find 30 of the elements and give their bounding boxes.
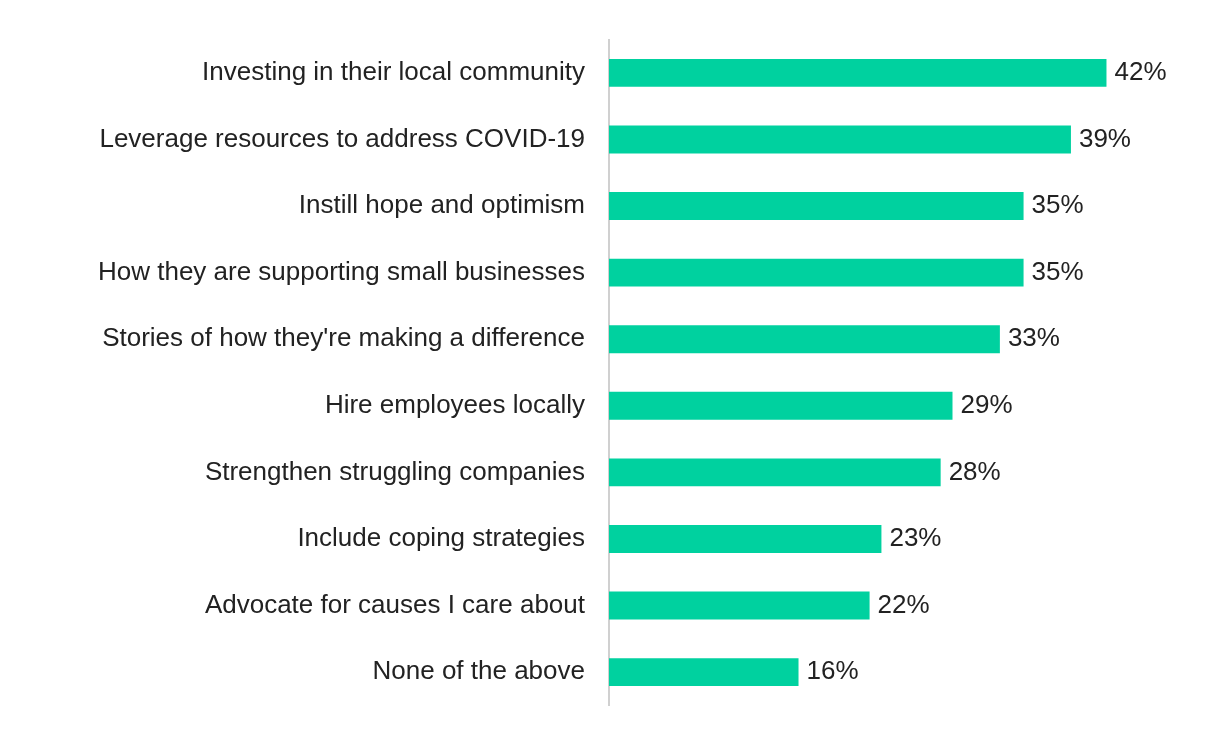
y-tick-label: Hire employees locally	[324, 388, 585, 419]
bar	[609, 125, 1071, 154]
data-label: 33%	[1007, 322, 1060, 353]
bar	[609, 391, 953, 420]
data-label: 23%	[889, 522, 942, 553]
bar	[609, 591, 870, 620]
y-tick-label: Instill hope and optimism	[298, 189, 585, 220]
data-label: 22%	[877, 588, 930, 619]
data-label: 35%	[1031, 255, 1084, 286]
bar	[609, 325, 1000, 354]
data-label: 42%	[1114, 56, 1167, 87]
y-tick-label: Stories of how they're making a difference	[102, 322, 585, 353]
bar	[609, 524, 882, 553]
y-tick-label: Strengthen struggling companies	[204, 455, 585, 486]
data-label: 28%	[948, 455, 1001, 486]
y-tick-label: How they are supporting small businesses	[97, 255, 585, 286]
data-label: 29%	[960, 388, 1013, 419]
y-tick-label: Leverage resources to address COVID-19	[99, 122, 585, 153]
data-label: 35%	[1031, 189, 1084, 220]
data-label: 39%	[1078, 122, 1131, 153]
y-tick-label: Investing in their local community	[202, 56, 585, 87]
bar	[609, 658, 799, 687]
data-label: 16%	[806, 655, 859, 686]
bar	[609, 258, 1024, 287]
y-tick-label: Include coping strategies	[297, 522, 585, 553]
bar	[609, 192, 1024, 221]
bar	[609, 58, 1107, 87]
bar	[609, 458, 941, 487]
y-tick-label: Advocate for causes I care about	[204, 588, 586, 619]
y-tick-label: None of the above	[372, 655, 585, 686]
